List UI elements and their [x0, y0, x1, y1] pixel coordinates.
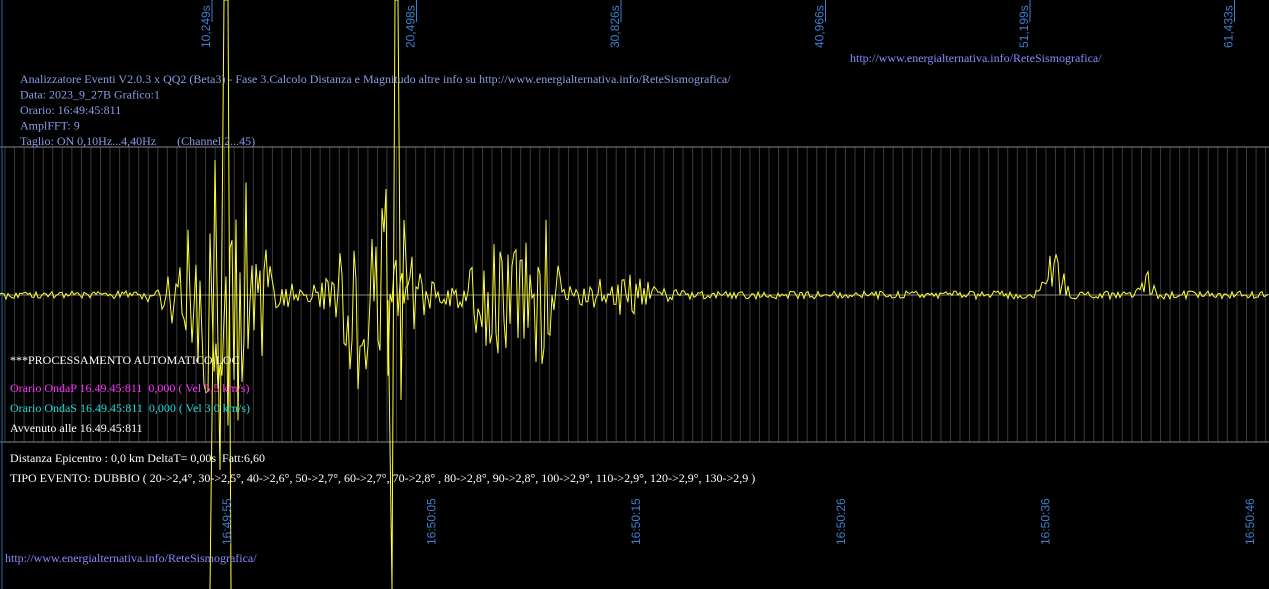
- processing-title: ***PROCESSAMENTO AUTOMATICO LOC: [10, 353, 240, 367]
- top-time-label: 40,966s: [813, 5, 827, 48]
- waveform-spike: [209, 0, 232, 589]
- bottom-time-label: 16:50:46: [1243, 498, 1257, 545]
- distanza: Distanza Epicentro : 0,0 km DeltaT= 0,00…: [10, 451, 265, 465]
- top-time-label: 20,498s: [404, 5, 418, 48]
- avvenuto: Avvenuto alle 16.49.45:811: [10, 421, 143, 435]
- bottom-time-label: 16:50:15: [629, 498, 643, 545]
- info-line: Taglio: ON 0,10Hz...4,40Hz (Channel 2...…: [20, 134, 255, 148]
- top-time-label: 30,826s: [608, 5, 622, 48]
- header-url: http://www.energialternativa.info/ReteSi…: [850, 51, 1102, 65]
- bottom-time-labels: 16:49:55 16:50:05 16:50:15 16:50:26 16:50:36…: [220, 498, 1257, 545]
- bottom-time-label: 16:50:05: [425, 498, 439, 545]
- onda-p: Orario OndaP 16.49.45:811 0,000 ( Vel 5,…: [10, 381, 250, 395]
- bottom-time-label: 16:49:55: [220, 498, 234, 545]
- tipo-evento: TIPO EVENTO: DUBBIO ( 20->2,4°, 30->2,5°…: [10, 471, 755, 485]
- footer-url: http://www.energialternativa.info/ReteSi…: [5, 551, 257, 565]
- info-line: AmplFFT: 9: [20, 119, 80, 133]
- info-line: Data: 2023_9_27B Grafico:1: [20, 88, 160, 102]
- top-time-label: 51,199s: [1017, 5, 1031, 48]
- waveform: [0, 182, 1269, 426]
- top-time-labels: 10,249s 20,498s 30,826s 40,966s 51,199s 61,43…: [199, 0, 1236, 48]
- info-line: Analizzatore Eventi V2.0.3 x QQ2 (Beta3)…: [20, 72, 731, 86]
- info-line: Orario: 16:49:45:811: [20, 103, 121, 117]
- top-time-label: 10,249s: [199, 5, 213, 48]
- top-time-label: 61,433s: [1222, 5, 1236, 48]
- waveform-spike: [387, 0, 409, 589]
- onda-s: Orario OndaS 16.49.45:811 0,000 ( Vel 3,…: [10, 401, 250, 415]
- bottom-time-label: 16:50:36: [1038, 498, 1052, 545]
- bottom-time-label: 16:50:26: [834, 498, 848, 545]
- info-block: Analizzatore Eventi V2.0.3 x QQ2 (Beta3)…: [20, 72, 731, 148]
